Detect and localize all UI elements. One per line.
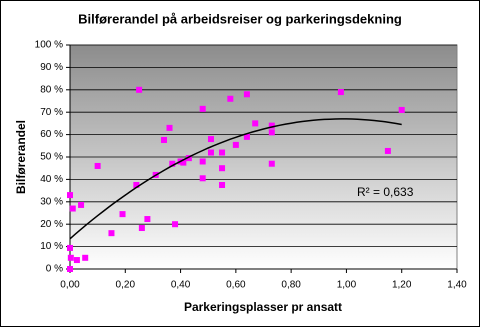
y-tick-label: 80 % [40,84,63,95]
y-tick-label: 100 % [35,40,63,51]
data-point [108,230,115,237]
data-point [199,105,206,112]
data-point [185,155,192,162]
x-tick-label: 0,60 [226,280,246,291]
y-tick-label: 20 % [40,219,63,230]
y-axis-label: Bilførerandel [14,120,28,194]
data-point [133,182,140,188]
x-tick-label: 1,00 [337,280,357,291]
data-point [268,160,275,167]
data-point [219,182,226,188]
data-point [138,225,145,232]
x-tick-label: 0,40 [171,280,191,291]
y-tick-label: 40 % [40,174,63,185]
data-point [82,254,89,261]
data-point [252,120,259,127]
y-tick-label: 30 % [40,196,63,207]
x-tick-label: 1,40 [447,280,467,291]
data-point [384,147,391,154]
data-point [67,244,73,251]
data-point [268,129,275,136]
data-point [243,91,250,98]
data-point [166,124,173,131]
data-point [169,160,176,167]
trendline [69,118,402,240]
data-point [94,162,101,169]
x-tick-label: 0,20 [116,280,136,291]
r-squared: R² = 0,633 [357,185,414,199]
x-tick-label: 1,20 [392,280,412,291]
data-point [207,149,214,156]
data-point [67,192,73,199]
y-tick-label: 0 % [46,264,63,275]
data-point [398,106,405,113]
data-point [160,136,167,143]
x-tick-label: 0,00 [60,280,80,291]
data-point [337,89,344,96]
chart-title: Bilførerandel på arbeidsreiser og parker… [78,11,402,26]
data-point [268,122,275,129]
data-point [69,205,76,212]
y-tick-label: 60 % [40,129,63,140]
data-point [227,95,234,102]
y-tick-label: 50 % [40,152,63,163]
data-point [73,257,80,264]
data-point [172,221,179,228]
data-point [67,254,74,261]
y-tick-label: 70 % [40,107,63,118]
data-point [78,201,85,208]
data-point [219,149,226,156]
y-tick-label: 90 % [40,62,63,73]
data-point [136,86,143,93]
data-point [180,159,187,166]
data-point [144,216,151,223]
x-tick-label: 0,80 [281,280,301,291]
data-point [232,141,239,148]
data-point [67,266,73,272]
data-point [243,133,250,140]
data-point [199,175,206,182]
data-point [207,136,214,143]
data-point [119,211,126,218]
y-tick-label: 10 % [40,241,63,252]
data-point [219,165,226,172]
x-axis-label: Parkeringsplasser pr ansatt [184,300,342,314]
data-point [199,158,206,165]
